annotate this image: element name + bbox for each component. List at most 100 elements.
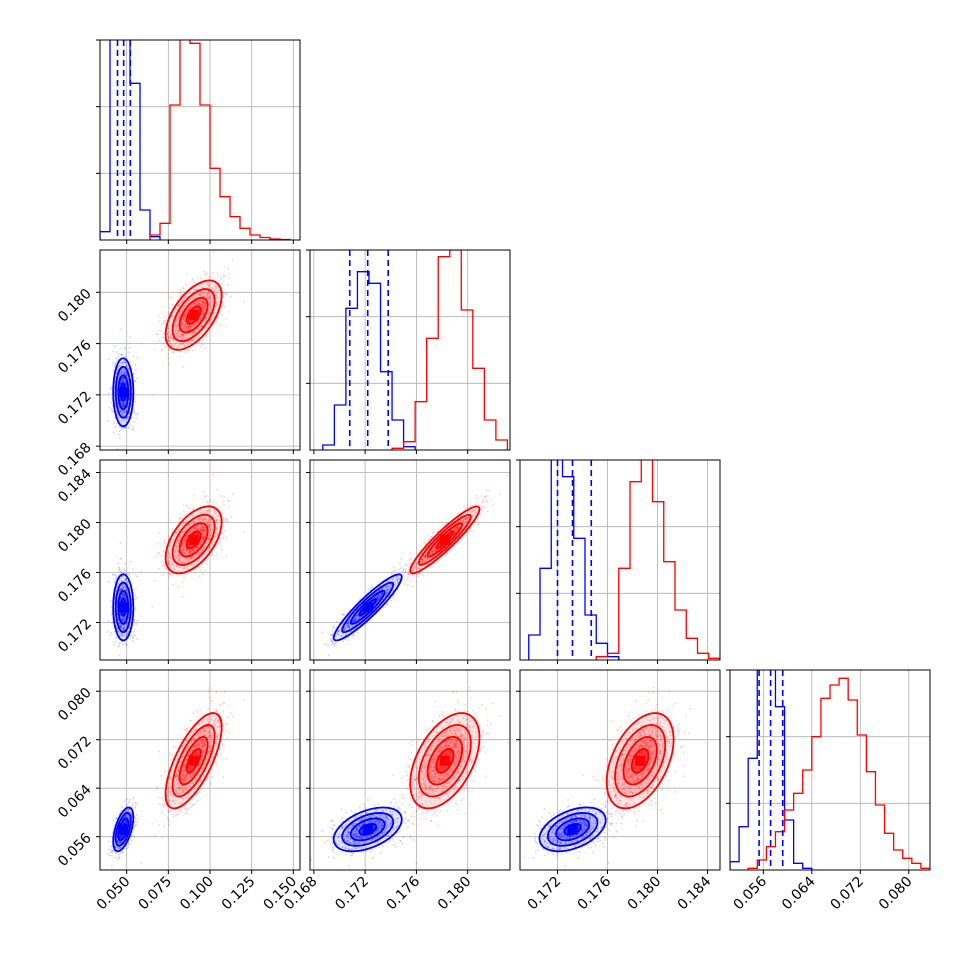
sample-point-blue	[122, 354, 124, 356]
sample-point-red	[212, 474, 215, 477]
sample-point-blue	[120, 624, 122, 627]
sample-point-blue	[123, 404, 126, 407]
sample-point-red	[171, 530, 174, 533]
sample-point-red	[209, 297, 212, 300]
sample-point-red	[183, 316, 186, 319]
sample-point-red	[183, 287, 185, 290]
sample-point-red	[194, 303, 197, 305]
sample-point-red	[191, 331, 194, 334]
sample-point-red	[183, 565, 186, 568]
sample-point-blue	[132, 426, 134, 429]
sample-point-red	[158, 339, 161, 342]
sample-point-blue	[125, 365, 128, 368]
sample-point-red	[168, 557, 171, 559]
sample-point-red	[202, 313, 205, 315]
sample-point-red	[163, 316, 166, 318]
sample-point-red	[171, 304, 174, 306]
sample-point-blue	[132, 355, 135, 358]
sample-point-blue	[120, 369, 123, 372]
sample-point-blue	[123, 410, 126, 412]
sample-point-blue	[131, 428, 134, 430]
sample-point-red	[172, 338, 175, 340]
sample-point-red	[202, 528, 205, 531]
sample-point-blue	[327, 654, 330, 657]
sample-point-blue	[332, 625, 335, 628]
sample-point-red	[213, 289, 216, 291]
sample-point-red	[181, 333, 184, 336]
sample-point-red	[220, 495, 223, 497]
sample-point-blue	[115, 576, 118, 579]
sample-point-red	[177, 331, 180, 333]
sample-point-blue	[123, 401, 125, 404]
sample-point-blue	[123, 418, 126, 421]
sample-point-blue	[127, 405, 129, 408]
sample-point-red	[165, 345, 168, 348]
sample-point-blue	[122, 410, 125, 413]
sample-point-red	[181, 309, 184, 312]
sample-point-red	[172, 529, 175, 531]
sample-point-red	[217, 506, 219, 509]
sample-point-red	[186, 336, 188, 339]
sample-point-red	[183, 576, 185, 579]
sample-point-red	[202, 344, 205, 346]
sample-point-red	[171, 315, 174, 317]
sample-point-blue	[122, 628, 125, 631]
sample-point-blue	[119, 382, 122, 385]
sample-point-red	[192, 289, 195, 292]
sample-point-red	[198, 552, 201, 555]
sample-point-red	[204, 273, 207, 276]
sample-point-blue	[120, 571, 123, 574]
sample-point-blue	[126, 643, 128, 646]
sample-point-red	[175, 322, 177, 324]
sample-point-red	[189, 332, 192, 334]
sample-point-blue	[107, 392, 110, 395]
sample-point-red	[185, 328, 187, 330]
sample-point-blue	[122, 380, 125, 383]
sample-point-red	[202, 303, 205, 306]
sample-point-blue	[114, 345, 116, 348]
sample-point-blue	[121, 379, 123, 381]
sample-point-red	[186, 308, 189, 311]
sample-point-blue	[107, 358, 110, 361]
sample-point-red	[175, 564, 178, 567]
sample-point-red	[202, 301, 204, 303]
sample-point-blue	[121, 370, 123, 373]
sample-point-red	[215, 302, 218, 305]
sample-point-red	[181, 337, 184, 340]
sample-point-red	[197, 513, 200, 515]
sample-point-red	[177, 319, 180, 322]
sample-point-red	[196, 288, 199, 291]
sample-point-red	[207, 536, 210, 539]
sample-point-red	[164, 568, 166, 570]
sample-point-blue	[122, 419, 125, 422]
sample-point-red	[223, 306, 226, 308]
sample-point-red	[194, 302, 197, 304]
sample-point-red	[162, 342, 165, 345]
sample-point-red	[183, 314, 185, 317]
sample-point-red	[178, 329, 180, 331]
sample-point-red	[184, 296, 187, 298]
sample-point-blue	[121, 576, 123, 578]
sample-point-red	[206, 510, 209, 513]
sample-point-blue	[356, 632, 359, 634]
sample-point-blue	[117, 378, 120, 381]
sample-point-red	[189, 306, 192, 309]
sample-point-red	[197, 528, 200, 531]
sample-point-red	[180, 300, 183, 302]
sample-point-red	[201, 306, 204, 309]
sample-point-blue	[335, 621, 338, 623]
sample-point-red	[216, 290, 219, 292]
sample-point-blue	[124, 634, 126, 637]
sample-point-red	[186, 303, 189, 305]
sample-point-red	[208, 321, 210, 324]
sample-point-red	[177, 333, 180, 335]
sample-point-red	[207, 523, 210, 526]
sample-point-red	[208, 295, 211, 298]
sample-point-blue	[116, 586, 118, 589]
sample-point-red	[202, 518, 205, 521]
sample-point-red	[207, 523, 210, 526]
sample-point-red	[187, 328, 190, 330]
sample-point-red	[222, 301, 224, 304]
sample-point-blue	[124, 355, 127, 358]
sample-point-blue	[127, 368, 130, 371]
